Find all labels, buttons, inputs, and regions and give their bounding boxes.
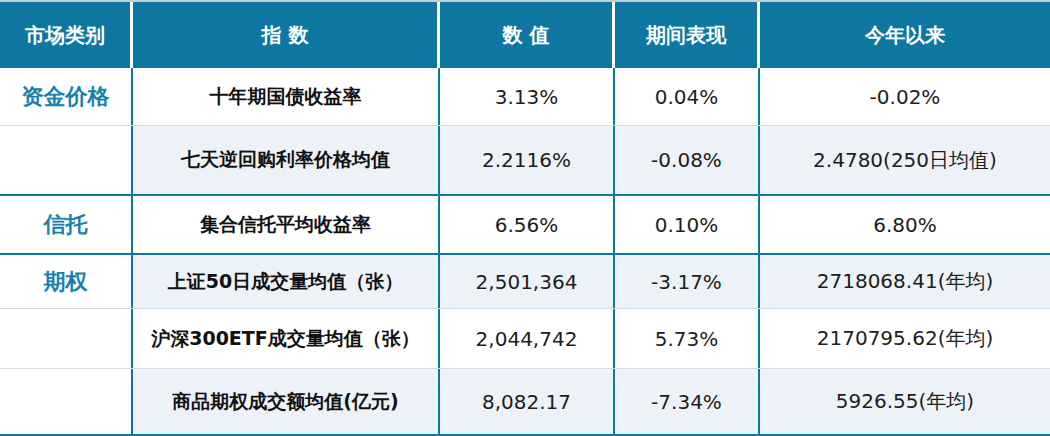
category-cell — [0, 369, 133, 434]
index-name-cell: 沪深300ETF成交量均值（张） — [133, 309, 440, 368]
year-to-date-cell: 2170795.62(年均) — [760, 309, 1050, 368]
market-summary-table: 市场类别 指 数 数 值 期间表现 今年以来 资金价格 十年期国债收益率 3.1… — [0, 0, 1050, 436]
category-cell: 信托 — [0, 196, 133, 253]
table-row: 商品期权成交额均值(亿元) 8,082.17 -7.34% 5926.55(年均… — [0, 369, 1050, 434]
year-to-date-cell: 2.4780(250日均值) — [760, 126, 1050, 194]
table-row: 资金价格 十年期国债收益率 3.13% 0.04% -0.02% — [0, 68, 1050, 126]
header-cell-period-performance: 期间表现 — [615, 2, 760, 68]
period-performance-cell: -7.34% — [615, 369, 760, 434]
category-cell — [0, 126, 133, 194]
year-to-date-cell: 6.80% — [760, 196, 1050, 253]
category-cell: 期权 — [0, 255, 133, 308]
year-to-date-cell: 5926.55(年均) — [760, 369, 1050, 434]
header-cell-year-to-date: 今年以来 — [760, 2, 1050, 68]
period-performance-cell: -0.08% — [615, 126, 760, 194]
table-row: 七天逆回购利率价格均值 2.2116% -0.08% 2.4780(250日均值… — [0, 126, 1050, 196]
year-to-date-cell: -0.02% — [760, 68, 1050, 125]
header-cell-market-category: 市场类别 — [0, 2, 133, 68]
header-cell-value: 数 值 — [440, 2, 615, 68]
index-name-cell: 上证50日成交量均值（张） — [133, 255, 440, 308]
table-row: 期权 上证50日成交量均值（张） 2,501,364 -3.17% 271806… — [0, 255, 1050, 309]
index-name-cell: 十年期国债收益率 — [133, 68, 440, 125]
period-performance-cell: 5.73% — [615, 309, 760, 368]
year-to-date-cell: 2718068.41(年均) — [760, 255, 1050, 308]
period-performance-cell: 0.10% — [615, 196, 760, 253]
value-cell: 2,044,742 — [440, 309, 615, 368]
table-header-row: 市场类别 指 数 数 值 期间表现 今年以来 — [0, 2, 1050, 68]
index-name-cell: 集合信托平均收益率 — [133, 196, 440, 253]
value-cell: 6.56% — [440, 196, 615, 253]
value-cell: 2,501,364 — [440, 255, 615, 308]
category-cell: 资金价格 — [0, 68, 133, 125]
index-name-cell: 商品期权成交额均值(亿元) — [133, 369, 440, 434]
value-cell: 3.13% — [440, 68, 615, 125]
index-name-cell: 七天逆回购利率价格均值 — [133, 126, 440, 194]
header-cell-index: 指 数 — [133, 2, 440, 68]
period-performance-cell: 0.04% — [615, 68, 760, 125]
category-cell — [0, 309, 133, 368]
table-row: 沪深300ETF成交量均值（张） 2,044,742 5.73% 2170795… — [0, 309, 1050, 369]
table-row: 信托 集合信托平均收益率 6.56% 0.10% 6.80% — [0, 196, 1050, 255]
value-cell: 2.2116% — [440, 126, 615, 194]
period-performance-cell: -3.17% — [615, 255, 760, 308]
value-cell: 8,082.17 — [440, 369, 615, 434]
